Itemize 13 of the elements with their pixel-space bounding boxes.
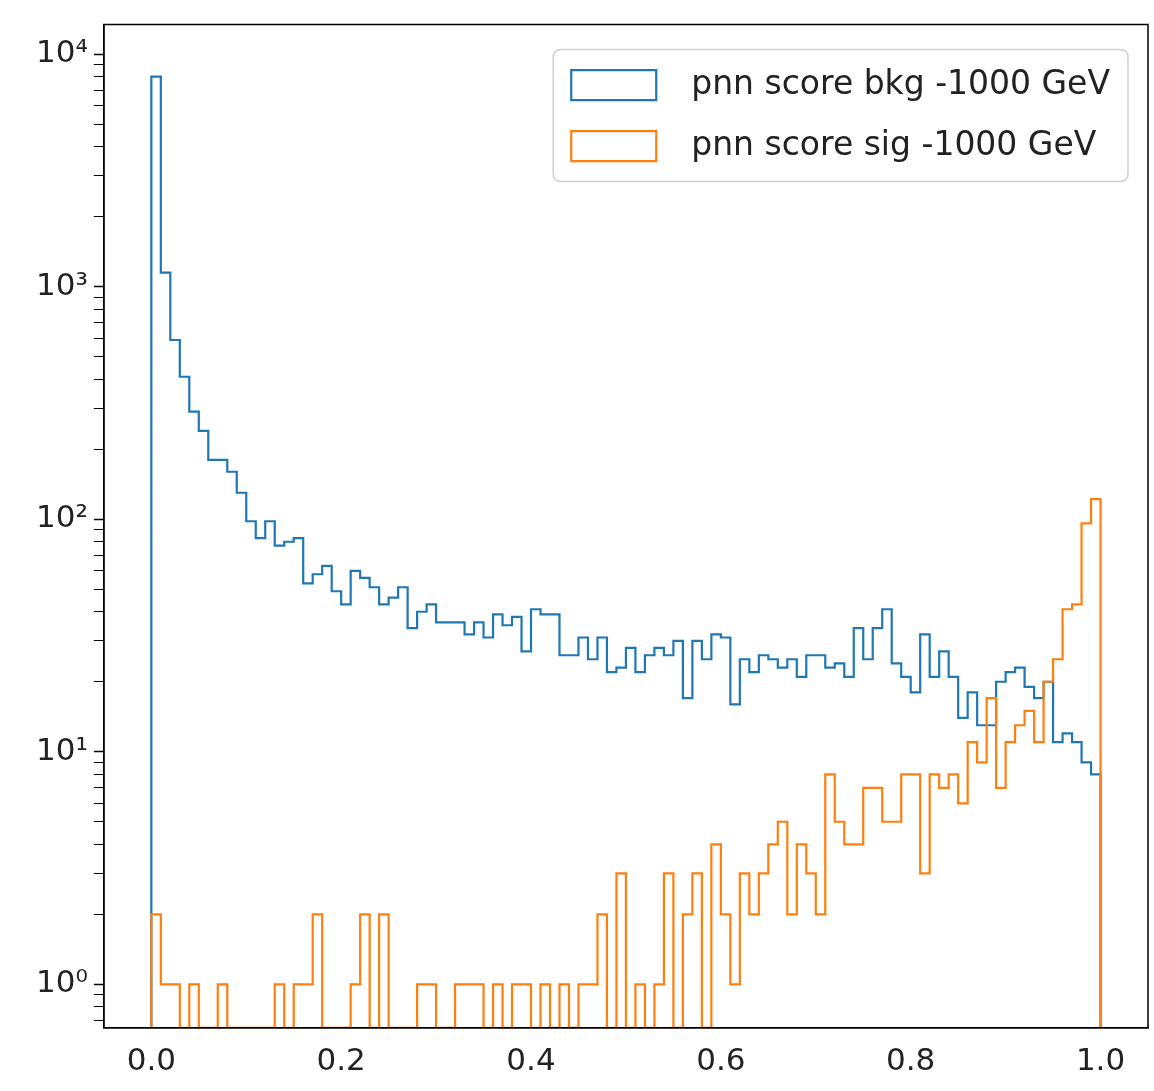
- y-tick-label: 10⁴: [36, 33, 88, 70]
- x-tick-label: 0.0: [126, 1041, 176, 1078]
- y-tick-label: 10¹: [36, 730, 88, 767]
- x-tick-label: 0.4: [506, 1041, 556, 1078]
- y-tick-label: 10²: [36, 498, 88, 535]
- x-tick-label: 0.2: [316, 1041, 366, 1078]
- y-tick-label: 10³: [36, 265, 88, 302]
- legend-label: pnn score bkg -1000 GeV: [691, 62, 1111, 102]
- y-tick-label: 10⁰: [36, 963, 88, 1000]
- x-tick-label: 1.0: [1075, 1041, 1126, 1078]
- x-tick-label: 0.8: [886, 1041, 936, 1078]
- x-tick-label: 0.6: [696, 1041, 746, 1078]
- legend-label: pnn score sig -1000 GeV: [691, 123, 1097, 163]
